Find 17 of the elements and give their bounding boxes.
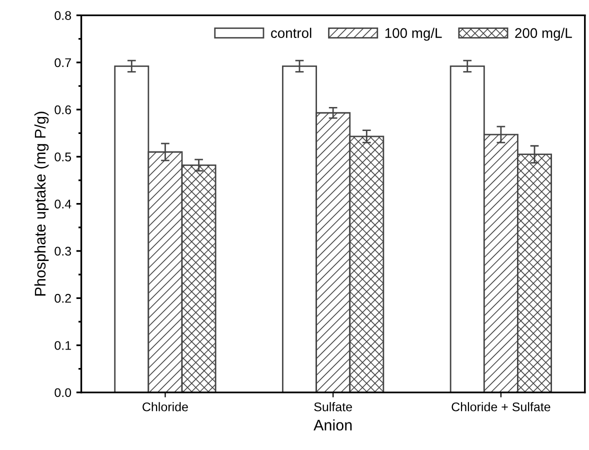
x-axis-title: Anion bbox=[314, 419, 352, 431]
x-tick-label: Chloride + Sulfate bbox=[452, 402, 550, 412]
y-tick-label: 0.4 bbox=[54, 200, 72, 208]
y-tick-label: 0.1 bbox=[54, 341, 71, 350]
y-tick-label: 0.6 bbox=[54, 105, 72, 114]
y-tick-label: 0.3 bbox=[54, 246, 72, 256]
y-tick-label: 0.7 bbox=[54, 58, 71, 68]
x-tick-label: Chloride bbox=[142, 402, 188, 412]
y-tick-label: 0.8 bbox=[54, 11, 72, 20]
y-tick-label: 0.2 bbox=[54, 294, 71, 303]
x-tick-label: Sulfate bbox=[314, 402, 352, 412]
y-axis-title: Phosphate uptake (mg P/g) bbox=[34, 112, 49, 296]
legend-label: control bbox=[271, 28, 312, 38]
y-tick-label: 0.0 bbox=[54, 388, 72, 398]
y-tick-label: 0.5 bbox=[54, 152, 72, 162]
legend-label: 200 mg/L bbox=[515, 28, 572, 41]
legend-label: 100 mg/L bbox=[385, 28, 442, 41]
